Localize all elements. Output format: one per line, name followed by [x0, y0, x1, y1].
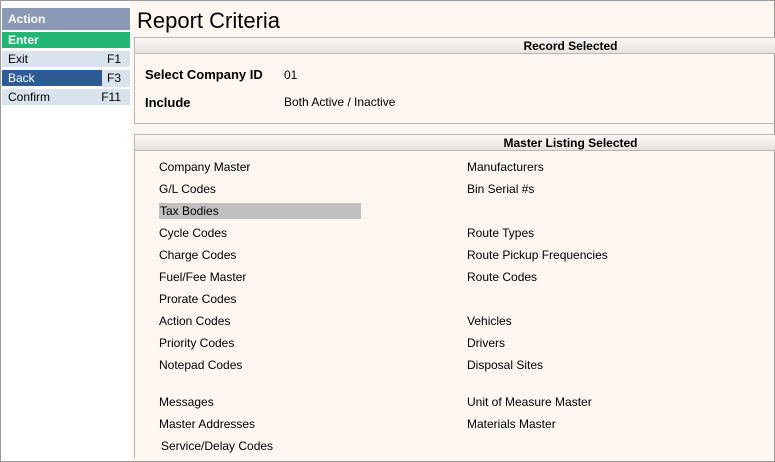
include-label: Include — [145, 95, 191, 110]
page-title: Report Criteria — [137, 8, 281, 33]
include-value[interactable]: Both Active / Inactive — [284, 95, 396, 109]
listing-drivers[interactable]: Drivers — [467, 336, 505, 350]
listing-disposal-sites[interactable]: Disposal Sites — [467, 358, 544, 372]
listing-company-master[interactable]: Company Master — [159, 160, 251, 174]
listing-action-codes[interactable]: Action Codes — [159, 314, 231, 328]
record-selected-panel: Record Selected Select Company ID 01 Inc… — [134, 37, 775, 124]
listing-route-types[interactable]: Route Types — [467, 226, 535, 240]
back-label: Back — [8, 71, 35, 85]
listing-vehicles[interactable]: Vehicles — [467, 314, 512, 328]
listing-route-pickup-frequencies[interactable]: Route Pickup Frequencies — [467, 248, 608, 262]
listing-fuel-fee-master[interactable]: Fuel/Fee Master — [159, 270, 247, 284]
back-shortcut: F3 — [106, 71, 121, 85]
master-listing-header: Master Listing Selected — [135, 135, 775, 151]
select-company-id-label: Select Company ID — [145, 67, 263, 82]
confirm-button[interactable]: Confirm F11 — [2, 89, 130, 106]
exit-button[interactable]: Exit F1 — [2, 51, 130, 68]
master-listing-panel: Master Listing Selected Company Master G… — [134, 134, 775, 458]
listing-charge-codes[interactable]: Charge Codes — [159, 248, 237, 262]
listing-unit-of-measure-master[interactable]: Unit of Measure Master — [467, 395, 592, 409]
company-id-value[interactable]: 01 — [284, 68, 298, 82]
back-button[interactable]: Back F3 — [2, 70, 130, 87]
listing-gl-codes[interactable]: G/L Codes — [159, 182, 216, 196]
listing-master-addresses[interactable]: Master Addresses — [159, 417, 256, 431]
exit-shortcut: F1 — [106, 52, 121, 66]
listing-messages[interactable]: Messages — [159, 395, 214, 409]
confirm-label: Confirm — [8, 90, 51, 104]
listing-prorate-codes[interactable]: Prorate Codes — [159, 292, 237, 306]
confirm-shortcut: F11 — [101, 90, 121, 104]
action-sidebar: Action Enter Exit F1 Back F3 Confirm F11 — [1, 1, 131, 461]
exit-label: Exit — [8, 52, 29, 66]
enter-label: Enter — [8, 33, 39, 47]
listing-route-codes[interactable]: Route Codes — [467, 270, 538, 284]
action-header: Action — [2, 8, 130, 30]
listing-service-delay-codes[interactable]: Service/Delay Codes — [161, 439, 274, 453]
listing-manufacturers[interactable]: Manufacturers — [467, 160, 544, 174]
enter-button[interactable]: Enter — [2, 32, 130, 49]
listing-cycle-codes[interactable]: Cycle Codes — [159, 226, 228, 240]
record-selected-header: Record Selected — [135, 38, 775, 54]
listing-materials-master[interactable]: Materials Master — [467, 417, 556, 431]
listing-tax-bodies[interactable]: Tax Bodies — [159, 203, 361, 219]
listing-notepad-codes[interactable]: Notepad Codes — [159, 358, 243, 372]
listing-priority-codes[interactable]: Priority Codes — [159, 336, 235, 350]
listing-bin-serial-numbers[interactable]: Bin Serial #s — [467, 182, 535, 196]
